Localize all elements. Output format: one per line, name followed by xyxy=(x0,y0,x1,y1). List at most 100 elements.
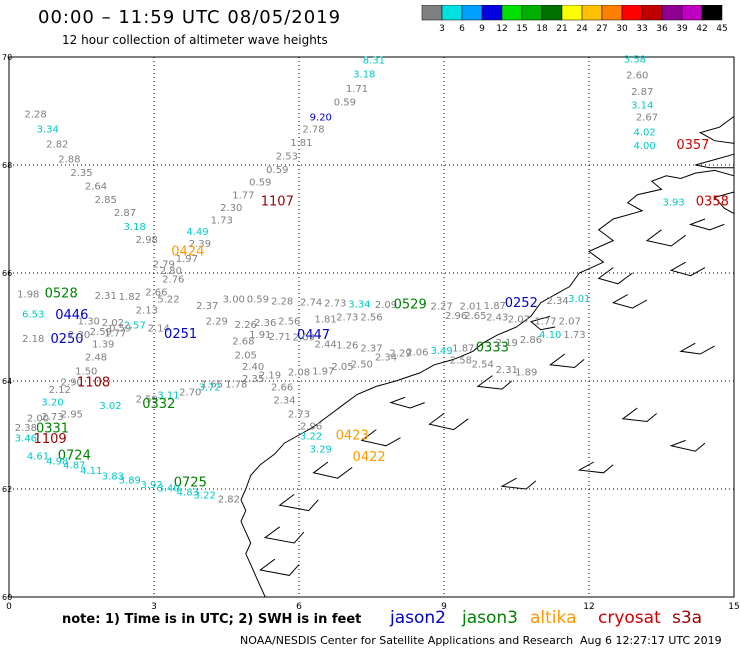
lon-tick-label: 12 xyxy=(583,602,594,612)
wave-height-value: 3.34 xyxy=(37,125,59,136)
wave-height-value: 4.61 xyxy=(27,451,49,462)
lon-tick-label: 0 xyxy=(6,602,12,612)
wave-height-value: 8.31 xyxy=(363,56,385,67)
wave-height-value: 3.01 xyxy=(568,294,590,305)
footer-note: note: 1) Time is in UTC; 2) SWH is in fe… xyxy=(62,612,362,627)
wave-height-value: 1.87 xyxy=(452,343,474,354)
credit-line: NOAA/NESDIS Center for Satellite Applica… xyxy=(240,634,574,647)
wave-height-value: 2.44 xyxy=(314,340,336,351)
wave-height-value: 2.58 xyxy=(450,356,472,367)
wave-height-value: 3.20 xyxy=(41,397,63,408)
colorbar-tick-label: 3 xyxy=(439,24,445,34)
wave-height-value: 3.83 xyxy=(102,471,124,482)
wave-height-value: 3.49 xyxy=(430,346,452,357)
wave-height-value: 3.18 xyxy=(353,70,375,81)
wave-height-value: 2.40 xyxy=(242,362,264,373)
wave-height-value: 2.90 xyxy=(61,377,83,388)
wave-height-value: 2.88 xyxy=(58,154,80,165)
colorbar-tick-label: 45 xyxy=(716,24,727,34)
wave-height-value: 0.59 xyxy=(247,295,269,306)
wave-height-value: 0.59 xyxy=(109,323,131,334)
wave-height-value: 2.87 xyxy=(631,87,653,98)
colorbar-tick-label: 42 xyxy=(696,24,707,34)
colorbar-tick-label: 39 xyxy=(676,24,688,34)
wave-height-value: 2.30 xyxy=(220,203,242,214)
coast-segment xyxy=(312,461,353,479)
coast-segment xyxy=(529,315,556,331)
pass-time-label: 0331 xyxy=(36,421,69,436)
wave-height-value: 1.82 xyxy=(119,292,141,303)
coast-segment xyxy=(577,461,614,474)
coast-segment xyxy=(476,375,513,390)
colorbar-tick-label: 15 xyxy=(516,24,527,34)
wave-height-value: 2.18 xyxy=(22,334,44,345)
wave-height-value: 2.29 xyxy=(206,316,228,327)
wave-height-value: 2.36 xyxy=(254,318,276,329)
wave-height-value: 1.73 xyxy=(563,330,585,341)
wave-height-value: 4.83 xyxy=(177,488,199,499)
wave-height-value: 2.96 xyxy=(445,311,467,322)
generation-timestamp: Aug 6 12:27:17 UTC 2019 xyxy=(580,634,722,647)
wave-height-value: 5.22 xyxy=(157,295,179,306)
colorbar-tick-label: 30 xyxy=(616,24,628,34)
wave-height-value: 2.50 xyxy=(351,360,373,371)
wave-height-value: 4.10 xyxy=(539,330,561,341)
coast-segment xyxy=(548,353,585,369)
wave-height-value: 2.73 xyxy=(324,299,346,310)
wave-height-value: 3.93 xyxy=(662,198,684,209)
colorbar-tick-label: 12 xyxy=(496,24,507,34)
wave-height-value: 2.96 xyxy=(300,422,322,433)
wave-height-value: 2.64 xyxy=(85,181,107,192)
wave-height-value: 2.54 xyxy=(472,360,494,371)
wave-height-value: 2.02 xyxy=(102,318,124,329)
wave-height-value: 2.28 xyxy=(24,110,46,121)
coast-segment xyxy=(500,477,537,490)
coast-segment xyxy=(597,267,633,285)
legend-altika: altika xyxy=(530,608,577,628)
pass-time-label: 0529 xyxy=(394,298,427,313)
wave-height-value: 2.82 xyxy=(46,140,68,151)
colorbar-swatch xyxy=(701,5,723,21)
wave-height-value: 2.56 xyxy=(360,313,382,324)
wave-height-value: 1.77 xyxy=(232,191,254,202)
pass-time-label: 0447 xyxy=(297,328,330,343)
wave-height-value: 2.95 xyxy=(61,410,83,421)
coast-segment xyxy=(263,526,305,544)
map-title: 00:00 – 11:59 UTC 08/05/2019 xyxy=(38,7,342,28)
lat-tick-label: 68 xyxy=(2,161,12,170)
wave-height-value: 2.39 xyxy=(189,239,211,250)
wave-height-value: 2.26 xyxy=(235,320,257,331)
wave-height-value: 2.67 xyxy=(636,113,658,124)
wave-height-value: 2.38 xyxy=(15,423,37,434)
wave-height-value: 1.77 xyxy=(534,316,556,327)
wave-height-value: 1.50 xyxy=(75,367,97,378)
wave-height-value: 3.89 xyxy=(119,476,141,487)
pass-time-label: 0252 xyxy=(505,296,538,311)
lat-tick-label: 70 xyxy=(2,53,12,62)
pass-time-label: 0251 xyxy=(164,327,197,342)
wave-height-value: 2.07 xyxy=(508,315,530,326)
lat-tick-label: 60 xyxy=(2,593,12,602)
wave-height-colorbar: 36912151821242730333639424570(ft) xyxy=(421,5,728,34)
wave-height-value: 2.73 xyxy=(336,313,358,324)
wave-height-value: 2.29 xyxy=(389,349,411,360)
coast-segment xyxy=(611,294,648,309)
colorbar-tick-label: 9 xyxy=(479,24,485,34)
wave-height-value: 2.06 xyxy=(406,348,428,359)
wave-height-value: 2.98 xyxy=(136,235,158,246)
wave-height-value: 2.57 xyxy=(124,321,146,332)
pass-time-label: 0446 xyxy=(55,308,88,323)
wave-height-value: 2.43 xyxy=(486,313,508,324)
wave-height-value: 1.71 xyxy=(346,84,368,95)
wave-height-value: 2.76 xyxy=(162,275,184,286)
wave-height-value: 4.00 xyxy=(633,141,655,152)
coast-segment xyxy=(259,558,300,576)
coast-segment xyxy=(688,218,725,231)
wave-height-value: 0.59 xyxy=(249,178,271,189)
wave-height-value: 2.13 xyxy=(136,306,158,317)
wave-height-value: 2.73 xyxy=(41,412,63,423)
colorbar-tick-label: 24 xyxy=(576,24,588,34)
pass-time-label: 0725 xyxy=(174,475,207,490)
colorbar-tick-label: 18 xyxy=(536,24,548,34)
